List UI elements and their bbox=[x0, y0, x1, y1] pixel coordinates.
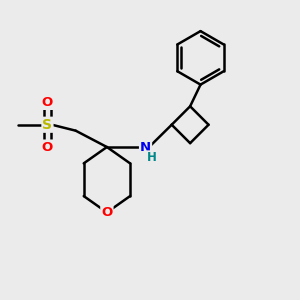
Text: O: O bbox=[42, 96, 53, 109]
Text: O: O bbox=[42, 140, 53, 154]
Text: S: S bbox=[43, 118, 52, 132]
Text: H: H bbox=[147, 151, 157, 164]
Text: N: N bbox=[140, 140, 151, 154]
Text: O: O bbox=[101, 206, 112, 219]
